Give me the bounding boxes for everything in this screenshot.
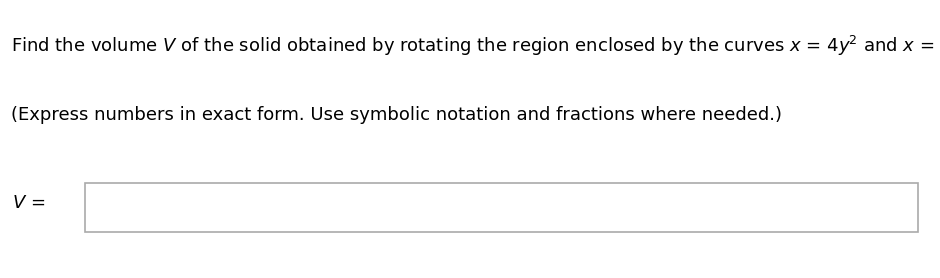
Text: (Express numbers in exact form. Use symbolic notation and fractions where needed: (Express numbers in exact form. Use symb… [11, 106, 782, 124]
Text: Find the volume $\it{V}$ of the solid obtained by rotating the region enclosed b: Find the volume $\it{V}$ of the solid ob… [11, 33, 940, 58]
Text: $\it{V}$ =: $\it{V}$ = [12, 194, 45, 212]
FancyBboxPatch shape [85, 183, 918, 232]
